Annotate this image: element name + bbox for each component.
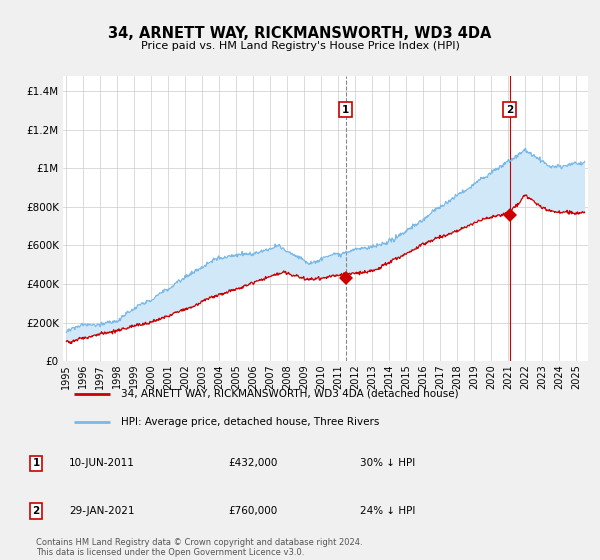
Text: £432,000: £432,000 <box>228 459 277 468</box>
Text: 10-JUN-2011: 10-JUN-2011 <box>69 459 135 468</box>
Text: 2: 2 <box>506 105 513 115</box>
Text: 34, ARNETT WAY, RICKMANSWORTH, WD3 4DA (detached house): 34, ARNETT WAY, RICKMANSWORTH, WD3 4DA (… <box>121 389 458 399</box>
Text: Price paid vs. HM Land Registry's House Price Index (HPI): Price paid vs. HM Land Registry's House … <box>140 41 460 51</box>
Text: 1: 1 <box>32 459 40 468</box>
Text: £760,000: £760,000 <box>228 506 277 516</box>
Text: 29-JAN-2021: 29-JAN-2021 <box>69 506 134 516</box>
Text: HPI: Average price, detached house, Three Rivers: HPI: Average price, detached house, Thre… <box>121 417 379 427</box>
Text: Contains HM Land Registry data © Crown copyright and database right 2024.
This d: Contains HM Land Registry data © Crown c… <box>36 538 362 557</box>
Text: 34, ARNETT WAY, RICKMANSWORTH, WD3 4DA: 34, ARNETT WAY, RICKMANSWORTH, WD3 4DA <box>109 26 491 41</box>
Text: 2: 2 <box>32 506 40 516</box>
Text: 1: 1 <box>342 105 349 115</box>
Text: 30% ↓ HPI: 30% ↓ HPI <box>360 459 415 468</box>
Text: 24% ↓ HPI: 24% ↓ HPI <box>360 506 415 516</box>
